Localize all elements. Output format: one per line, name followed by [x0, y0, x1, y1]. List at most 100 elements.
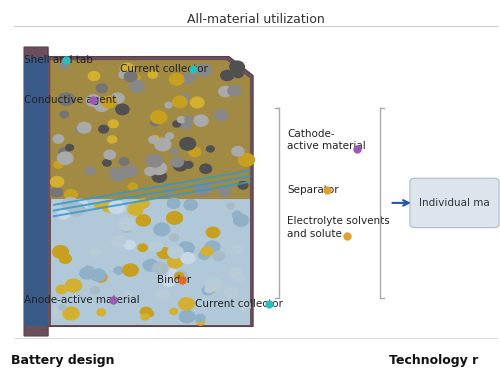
Circle shape [59, 304, 66, 310]
Circle shape [184, 162, 193, 168]
Circle shape [171, 148, 178, 154]
Circle shape [53, 200, 68, 211]
Circle shape [110, 168, 122, 178]
Circle shape [166, 212, 182, 224]
Circle shape [220, 70, 234, 80]
Circle shape [148, 71, 158, 78]
Circle shape [174, 160, 187, 171]
Circle shape [148, 136, 158, 143]
Circle shape [86, 167, 95, 175]
Circle shape [200, 164, 211, 173]
Circle shape [119, 71, 128, 78]
Circle shape [102, 201, 116, 212]
Text: Binder: Binder [156, 275, 191, 285]
Circle shape [58, 210, 70, 219]
Circle shape [130, 74, 140, 82]
Circle shape [54, 161, 63, 168]
Circle shape [156, 289, 170, 300]
Circle shape [104, 150, 116, 159]
Circle shape [58, 152, 73, 164]
Circle shape [60, 254, 72, 263]
Circle shape [168, 246, 184, 258]
Circle shape [90, 287, 100, 294]
Circle shape [80, 268, 94, 279]
Circle shape [162, 275, 175, 286]
Circle shape [230, 268, 241, 278]
Polygon shape [24, 47, 253, 336]
Circle shape [165, 102, 172, 108]
Circle shape [59, 148, 70, 156]
Circle shape [97, 309, 106, 316]
Text: Current collector: Current collector [195, 299, 283, 309]
Circle shape [53, 135, 64, 143]
Circle shape [178, 242, 194, 254]
Circle shape [138, 199, 149, 208]
Circle shape [152, 262, 168, 275]
Circle shape [74, 200, 88, 210]
Circle shape [124, 291, 132, 298]
Circle shape [158, 248, 171, 259]
Circle shape [238, 300, 250, 310]
Circle shape [232, 147, 244, 156]
Circle shape [206, 146, 214, 152]
Circle shape [122, 264, 138, 276]
Circle shape [52, 307, 66, 318]
Polygon shape [24, 57, 48, 326]
Circle shape [205, 286, 214, 293]
Circle shape [233, 69, 243, 78]
Circle shape [114, 267, 123, 274]
Circle shape [128, 183, 138, 190]
Circle shape [66, 144, 74, 151]
Text: Electrolyte solvents
and solute: Electrolyte solvents and solute [287, 216, 390, 239]
Circle shape [219, 187, 232, 196]
Circle shape [66, 279, 82, 292]
Circle shape [178, 298, 194, 310]
Circle shape [123, 165, 138, 177]
Circle shape [50, 177, 64, 187]
Circle shape [94, 100, 109, 111]
Circle shape [219, 87, 232, 97]
Circle shape [110, 168, 126, 181]
Polygon shape [50, 61, 250, 199]
Circle shape [214, 110, 228, 121]
Circle shape [136, 215, 150, 226]
Circle shape [149, 241, 162, 252]
Circle shape [178, 117, 185, 123]
Circle shape [88, 72, 100, 80]
Circle shape [63, 307, 79, 320]
Circle shape [196, 64, 212, 76]
Circle shape [152, 136, 159, 141]
Circle shape [194, 183, 210, 196]
Circle shape [202, 286, 213, 295]
Circle shape [90, 249, 101, 257]
Circle shape [103, 159, 111, 166]
Circle shape [171, 157, 183, 167]
Circle shape [182, 73, 195, 83]
Circle shape [124, 72, 137, 82]
Circle shape [60, 62, 69, 69]
Circle shape [118, 206, 126, 211]
Circle shape [56, 285, 67, 294]
Polygon shape [50, 199, 250, 325]
Circle shape [180, 94, 189, 101]
Circle shape [180, 120, 192, 129]
Circle shape [168, 198, 180, 208]
Circle shape [99, 125, 108, 133]
Circle shape [108, 120, 118, 128]
Circle shape [208, 286, 216, 292]
Circle shape [165, 188, 172, 194]
Circle shape [230, 61, 244, 72]
Text: Current collector: Current collector [120, 64, 208, 74]
Circle shape [234, 246, 242, 253]
Circle shape [58, 200, 73, 212]
Circle shape [196, 319, 204, 325]
Circle shape [152, 171, 166, 182]
Circle shape [232, 211, 241, 219]
Circle shape [172, 96, 187, 108]
Circle shape [141, 314, 149, 320]
Circle shape [111, 93, 124, 103]
Circle shape [108, 136, 117, 143]
Circle shape [173, 121, 180, 127]
Circle shape [205, 241, 220, 253]
Circle shape [235, 274, 244, 282]
